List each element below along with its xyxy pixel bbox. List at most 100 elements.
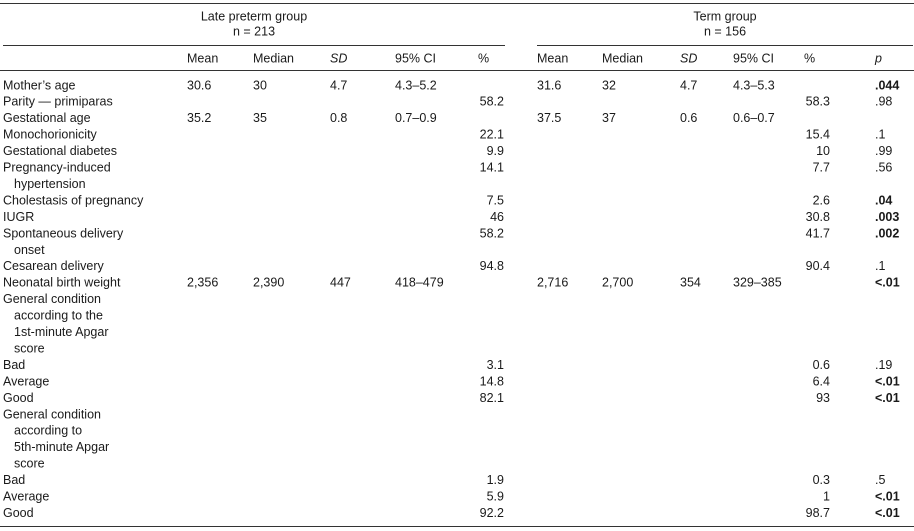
p-value: .044: [875, 78, 899, 92]
row-label: General condition: [3, 407, 101, 421]
cell: 7.7: [813, 161, 830, 175]
cell: 94.8: [480, 259, 504, 273]
p-value: .002: [875, 226, 899, 240]
row-label: General condition: [3, 292, 101, 306]
row-label: Gestational age: [3, 111, 91, 125]
row-label: 1st-minute Apgar: [14, 325, 109, 339]
row-label: hypertension: [14, 177, 86, 191]
cell: 0.8: [330, 111, 347, 125]
cell: 2,356: [187, 276, 218, 290]
row-label: Good: [3, 506, 34, 520]
row-label: 5th-minute Apgar: [14, 440, 109, 454]
cell: 58.2: [480, 95, 504, 109]
cell: 4.7: [330, 78, 347, 92]
column-header: Mean: [537, 51, 568, 65]
cell: 4.3–5.2: [395, 78, 437, 92]
cell: 30: [253, 78, 267, 92]
row-label: score: [14, 341, 45, 355]
column-header: 95% CI: [395, 51, 436, 65]
p-value: <.01: [875, 490, 900, 504]
row-label: Neonatal birth weight: [3, 276, 121, 290]
cell: 22.1: [480, 128, 504, 142]
row-label: onset: [14, 243, 45, 257]
p-value: .1: [875, 259, 885, 273]
cell: 0.7–0.9: [395, 111, 437, 125]
cell: 14.1: [480, 161, 504, 175]
cell: 329–385: [733, 276, 782, 290]
row-label: Parity — primiparas: [3, 95, 113, 109]
row-label: Pregnancy-induced: [3, 161, 111, 175]
p-value: .56: [875, 161, 892, 175]
cell: 0.6–0.7: [733, 111, 775, 125]
cell: 0.6: [680, 111, 697, 125]
column-header: Median: [602, 51, 643, 65]
cell: 37.5: [537, 111, 561, 125]
column-header: %: [478, 51, 489, 65]
cell: 35: [253, 111, 267, 125]
p-value: <.01: [875, 374, 900, 388]
cell: 82.1: [480, 391, 504, 405]
cell: 447: [330, 276, 351, 290]
p-value: <.01: [875, 276, 900, 290]
cell: 37: [602, 111, 616, 125]
cell: 354: [680, 276, 701, 290]
cell: 2.6: [813, 193, 830, 207]
row-label: Gestational diabetes: [3, 144, 117, 158]
cell: 32: [602, 78, 616, 92]
group-n: n = 213: [233, 24, 275, 38]
p-value: .5: [875, 473, 885, 487]
row-label: Average: [3, 374, 49, 388]
row-label: Bad: [3, 473, 25, 487]
cell: 5.9: [487, 490, 504, 504]
column-header: SD: [680, 51, 697, 65]
cell: 2,390: [253, 276, 284, 290]
p-value: .19: [875, 358, 892, 372]
group-title: Late preterm group: [201, 9, 307, 23]
cell: 58.2: [480, 226, 504, 240]
cell: 31.6: [537, 78, 561, 92]
row-label: Spontaneous delivery: [3, 226, 124, 240]
cell: 93: [816, 391, 830, 405]
cell: 92.2: [480, 506, 504, 520]
p-value: .003: [875, 210, 899, 224]
p-value: .99: [875, 144, 892, 158]
row-label: according to: [14, 424, 82, 438]
p-value: .98: [875, 95, 892, 109]
cell: 9.9: [487, 144, 504, 158]
cell: 58.3: [806, 95, 830, 109]
cell: 2,700: [602, 276, 633, 290]
row-label: IUGR: [3, 210, 34, 224]
column-header: p: [874, 51, 882, 65]
column-header: Mean: [187, 51, 218, 65]
cell: 46: [490, 210, 504, 224]
cell: 10: [816, 144, 830, 158]
cell: 3.1: [487, 358, 504, 372]
row-label: Mother’s age: [3, 78, 76, 92]
column-header: SD: [330, 51, 347, 65]
cell: 0.3: [813, 473, 830, 487]
row-label: Average: [3, 490, 49, 504]
group-n: n = 156: [704, 24, 746, 38]
p-value: <.01: [875, 506, 900, 520]
cell: 418–479: [395, 276, 444, 290]
row-label: Good: [3, 391, 34, 405]
column-header: %: [804, 51, 815, 65]
cell: 0.6: [813, 358, 830, 372]
column-header: Median: [253, 51, 294, 65]
cell: 1.9: [487, 473, 504, 487]
row-label: score: [14, 457, 45, 471]
row-label: Monochorionicity: [3, 128, 98, 142]
cell: 4.7: [680, 78, 697, 92]
cell: 2,716: [537, 276, 568, 290]
cell: 14.8: [480, 374, 504, 388]
cell: 15.4: [806, 128, 830, 142]
cell: 7.5: [487, 193, 504, 207]
cell: 30.8: [806, 210, 830, 224]
cell: 90.4: [806, 259, 830, 273]
row-label: according to the: [14, 309, 103, 323]
cell: 30.6: [187, 78, 211, 92]
p-value: .1: [875, 128, 885, 142]
row-label: Cholestasis of pregnancy: [3, 193, 144, 207]
p-value: .04: [875, 193, 892, 207]
